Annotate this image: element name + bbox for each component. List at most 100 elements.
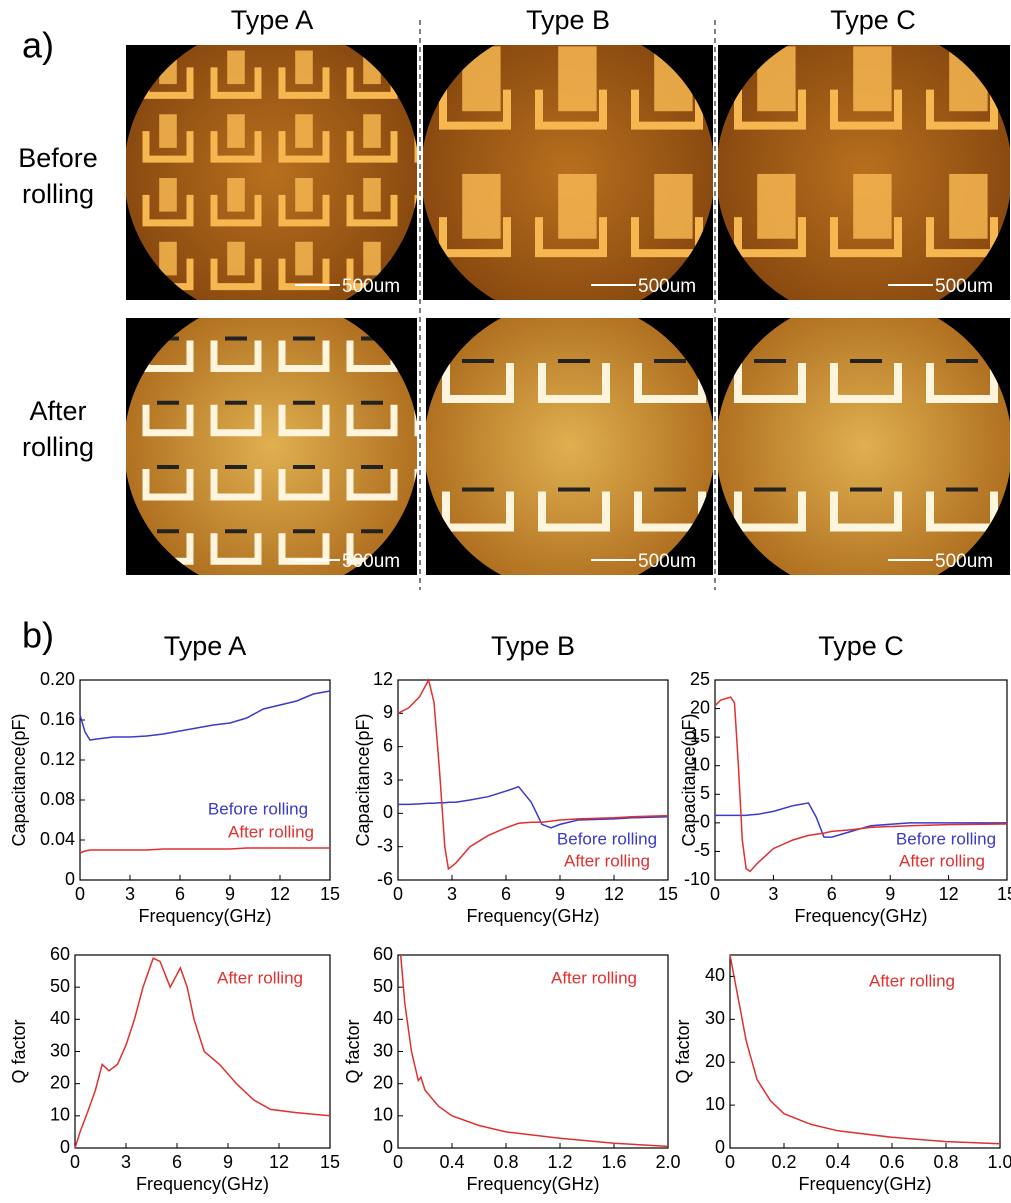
x-tick-label: 0.8 (933, 1152, 958, 1172)
y-tick-label: 0 (60, 1137, 70, 1157)
x-tick-label: 0.6 (879, 1152, 904, 1172)
x-tick-label: 1.0 (987, 1152, 1011, 1172)
x-tick-label: 6 (501, 884, 511, 904)
field-of-view (124, 299, 419, 594)
x-tick-label: 9 (555, 884, 565, 904)
chart-title: Type C (818, 631, 904, 661)
scale-bar-label: 500um (935, 551, 993, 572)
y-tick-label: 25 (690, 669, 710, 689)
capacitor-plate (227, 51, 245, 85)
y-tick-label: 20 (373, 1072, 393, 1092)
capacitor-plate (159, 178, 177, 212)
y-axis-label: Capacitance(pF) (679, 713, 699, 846)
x-tick-label: 9 (225, 884, 235, 904)
capacitor-plate (853, 174, 891, 239)
capacitor-plate (558, 46, 596, 111)
y-tick-label: 10 (705, 1094, 725, 1114)
x-axis-label: Frequency(GHz) (466, 1174, 599, 1194)
column-title: Type B (526, 5, 610, 35)
column-title: Type C (830, 5, 916, 35)
y-tick-label: 0 (715, 1137, 725, 1157)
figure: a) b) Type A Type B Type C 500um 500um 500um 5… (0, 0, 1011, 1203)
legend-label: Before rolling (557, 829, 657, 848)
capacitor-plate (227, 114, 245, 148)
x-tick-label: 3 (447, 884, 457, 904)
x-axis-label: Frequency(GHz) (798, 1174, 931, 1194)
electrode (78, 259, 122, 287)
series-line (80, 848, 330, 853)
x-tick-label: 9 (223, 1152, 233, 1172)
scale-bar-label: 500um (638, 276, 696, 297)
y-tick-label: 0 (700, 812, 710, 832)
y-tick-label: 60 (50, 944, 70, 964)
scale-bar-label: 500um (342, 551, 400, 572)
y-tick-label: 20 (50, 1072, 70, 1092)
y-axis-label: Q factor (673, 1019, 693, 1083)
x-axis-label: Frequency(GHz) (138, 906, 271, 926)
capacitor-plate (853, 46, 891, 111)
x-axis-label: Frequency(GHz) (466, 906, 599, 926)
panel-label: a) (22, 25, 54, 66)
scale-bar-label: 500um (342, 276, 400, 297)
capacitor-plate (159, 242, 177, 276)
x-tick-label: 6 (175, 884, 185, 904)
plot-frame (715, 680, 1007, 880)
row-label: Before rolling (0, 140, 116, 212)
chart-title: Type A (164, 631, 247, 661)
x-tick-label: 0 (393, 1152, 403, 1172)
electrode (78, 533, 122, 561)
y-tick-label: 0 (65, 869, 75, 889)
legend-label: After rolling (551, 968, 637, 987)
y-axis-label: Capacitance(pF) (9, 713, 29, 846)
x-tick-label: 15 (997, 884, 1011, 904)
scale-bar-label: 500um (638, 551, 696, 572)
micrograph: 500um (78, 25, 462, 320)
legend-label: After rolling (899, 851, 985, 870)
x-tick-label: 12 (270, 884, 290, 904)
y-axis-label: Q factor (9, 1019, 29, 1083)
y-tick-label: 10 (50, 1105, 70, 1125)
y-tick-label: 50 (373, 976, 393, 996)
chart-title: Type B (491, 631, 575, 661)
x-tick-label: 0 (75, 884, 85, 904)
x-tick-label: 0 (725, 1152, 735, 1172)
capacitor-plate (295, 114, 313, 148)
x-tick-label: 15 (320, 1152, 340, 1172)
y-tick-label: 40 (373, 1008, 393, 1028)
capacitor-plate (363, 178, 381, 212)
series-line (80, 691, 330, 740)
plot-frame (730, 955, 1000, 1148)
y-tick-label: 40 (50, 1008, 70, 1028)
x-tick-label: 0.2 (771, 1152, 796, 1172)
x-tick-label: 0 (393, 884, 403, 904)
y-tick-label: 50 (50, 976, 70, 996)
x-tick-label: 12 (604, 884, 624, 904)
x-tick-label: 1.6 (601, 1152, 626, 1172)
legend-label: Before rolling (208, 799, 308, 818)
x-tick-label: 15 (320, 884, 340, 904)
y-tick-label: 20 (705, 1051, 725, 1071)
y-tick-label: -10 (684, 869, 710, 889)
plot-frame (398, 680, 668, 880)
y-tick-label: 30 (50, 1040, 70, 1060)
capacitor-plate (363, 242, 381, 276)
x-tick-label: 0.4 (439, 1152, 464, 1172)
y-tick-label: 0.20 (40, 669, 75, 689)
panel-label: b) (22, 615, 54, 656)
capacitor-plate (159, 114, 177, 148)
y-tick-label: 60 (373, 944, 393, 964)
electrode (78, 340, 122, 368)
y-tick-label: 30 (373, 1040, 393, 1060)
capacitor-plate (949, 174, 987, 239)
y-tick-label: 0 (383, 802, 393, 822)
x-tick-label: 3 (121, 1152, 131, 1172)
y-tick-label: 0.16 (40, 709, 75, 729)
x-axis-label: Frequency(GHz) (136, 1174, 269, 1194)
y-tick-label: 0.08 (40, 789, 75, 809)
legend-label: Before rolling (896, 829, 996, 848)
x-tick-label: 0.4 (825, 1152, 850, 1172)
capacitor-plate (558, 174, 596, 239)
scale-bar-label: 500um (935, 276, 993, 297)
y-tick-label: 0.12 (40, 749, 75, 769)
row-label: After rolling (0, 393, 116, 465)
